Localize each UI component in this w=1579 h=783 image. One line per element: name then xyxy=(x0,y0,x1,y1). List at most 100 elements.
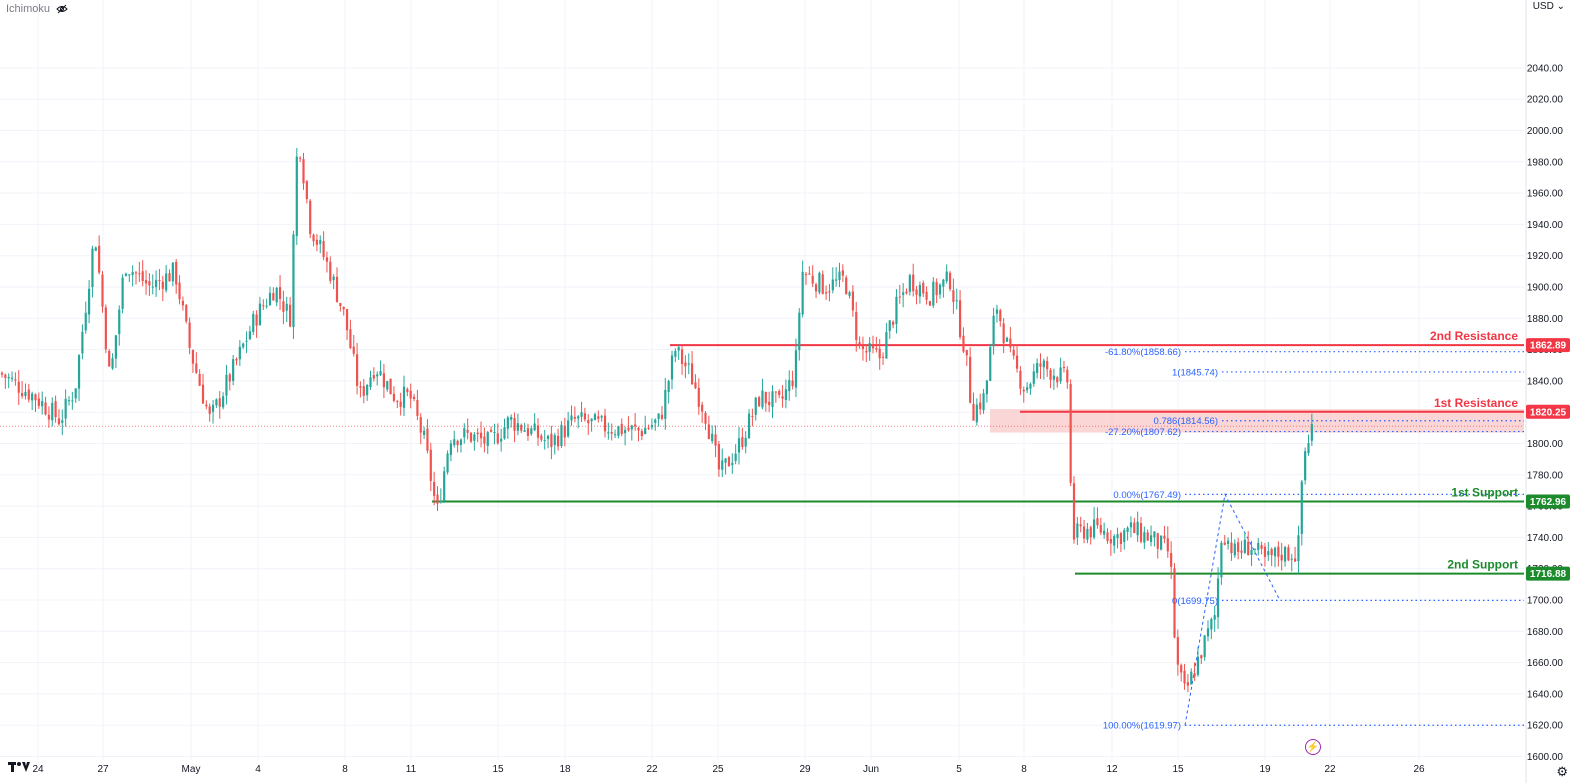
candle-body xyxy=(339,302,342,306)
candle-body xyxy=(691,363,694,385)
candle-body xyxy=(315,239,318,245)
level-annotation: 2nd Support xyxy=(1447,558,1518,572)
candle-body xyxy=(717,444,720,470)
candle-body xyxy=(942,279,945,287)
candle-body xyxy=(151,286,154,288)
candle-body xyxy=(148,281,151,286)
candle-body xyxy=(1136,521,1139,536)
candle-body xyxy=(37,398,40,406)
candle-body xyxy=(171,262,174,282)
candle-body xyxy=(570,415,573,421)
candle-body xyxy=(168,273,171,282)
candle-body xyxy=(768,401,771,406)
candle-body xyxy=(409,390,412,399)
candle-body xyxy=(875,348,878,350)
candle-body xyxy=(1012,349,1015,356)
candle-body xyxy=(101,274,104,307)
settings-gear-icon[interactable]: ⚙ xyxy=(1556,764,1568,779)
candle-body xyxy=(577,416,580,419)
candle-body xyxy=(771,391,774,407)
candle-body xyxy=(1093,519,1096,538)
candle-body xyxy=(915,289,918,295)
candle-body xyxy=(47,414,50,420)
candle-body xyxy=(1223,542,1226,545)
y-tick-label: 1940.00 xyxy=(1527,220,1564,231)
candle-body xyxy=(697,387,700,407)
candle-body xyxy=(781,396,784,399)
candle-body xyxy=(285,303,288,311)
candle-body xyxy=(165,273,168,291)
x-tick-label: 19 xyxy=(1259,764,1271,775)
candle-body xyxy=(727,457,731,467)
candle-body xyxy=(14,379,17,381)
candle-body xyxy=(335,276,339,302)
candle-body xyxy=(918,284,921,297)
candle-body xyxy=(64,398,67,419)
candle-body xyxy=(1089,527,1092,538)
candle-body xyxy=(198,374,201,386)
candle-body xyxy=(44,402,47,415)
candle-body xyxy=(948,272,952,290)
candle-body xyxy=(878,348,881,359)
candle-body xyxy=(513,417,516,431)
x-tick-label: 22 xyxy=(646,764,658,775)
candle-body xyxy=(1163,535,1166,539)
candle-body xyxy=(191,350,195,364)
x-tick-label: 4 xyxy=(255,764,261,775)
candle-body xyxy=(1196,656,1200,675)
candle-body xyxy=(141,271,144,282)
candle-body xyxy=(838,271,841,281)
fib-level-label: 0.00%(1767.49) xyxy=(1113,490,1181,501)
candle-body xyxy=(620,423,623,435)
candle-body xyxy=(912,274,915,292)
y-tick-label: 2000.00 xyxy=(1527,126,1564,137)
eye-crossed-icon[interactable] xyxy=(56,4,68,14)
candle-body xyxy=(855,311,858,341)
candle-body xyxy=(1210,618,1213,630)
candle-body xyxy=(814,284,818,292)
candle-body xyxy=(680,349,684,364)
candle-body xyxy=(540,435,543,440)
fibonacci-levels: -61.80%(1858.66) 1(1845.74) 0.786(1814.56)… xyxy=(1103,347,1524,732)
candle-body xyxy=(158,280,161,282)
candle-body xyxy=(650,424,653,428)
candle-body xyxy=(426,428,429,451)
candle-body xyxy=(1123,530,1126,543)
candle-body xyxy=(1149,535,1153,542)
candle-body xyxy=(959,300,962,337)
fib-level-label: 0(1699.75) xyxy=(1172,596,1218,607)
candle-body xyxy=(1126,527,1129,532)
candle-body xyxy=(104,307,107,350)
candle-body xyxy=(965,349,968,356)
flash-icon[interactable]: ⚡ xyxy=(1305,739,1321,755)
candle-body xyxy=(664,389,667,419)
candle-body xyxy=(1166,538,1169,552)
y-tick-label: 1880.00 xyxy=(1527,314,1564,325)
candle-body xyxy=(707,424,710,439)
indicator-legend[interactable]: Ichimoku xyxy=(6,3,68,15)
candle-body xyxy=(811,275,814,284)
candle-body xyxy=(67,400,71,402)
candle-body xyxy=(1156,533,1159,549)
candle-body xyxy=(851,291,854,311)
candle-body xyxy=(1213,615,1216,620)
y-tick-label: 1900.00 xyxy=(1527,283,1564,294)
candle-body xyxy=(483,436,486,444)
candle-body xyxy=(825,292,828,294)
candle-body xyxy=(490,429,493,432)
candle-body xyxy=(536,425,540,438)
tradingview-logo-icon[interactable] xyxy=(8,760,32,778)
y-tick-label: 1620.00 xyxy=(1527,721,1564,732)
x-tick-label: Jun xyxy=(863,764,879,775)
candle-body xyxy=(138,273,141,275)
candle-body xyxy=(603,415,607,432)
price-badge xyxy=(1526,404,1570,419)
candle-body xyxy=(969,356,972,403)
candle-body xyxy=(473,434,476,441)
candle-body xyxy=(1052,375,1055,380)
candle-body xyxy=(412,396,416,399)
x-tick-label: 8 xyxy=(1021,764,1027,775)
currency-selector[interactable]: USD ⌄ xyxy=(1533,1,1565,12)
candle-body xyxy=(1173,568,1176,638)
